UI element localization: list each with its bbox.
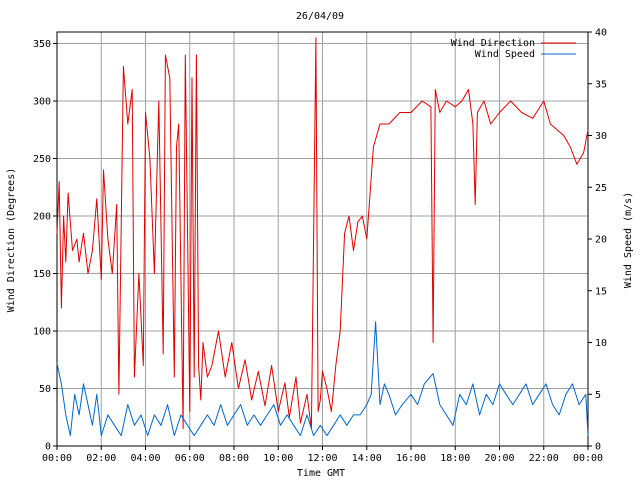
y-left-tick-label: 350 [33, 39, 51, 50]
plot-frame [56, 31, 589, 447]
x-tick-label: 10:00 [263, 453, 293, 464]
y-left-tick-label: 50 [39, 384, 51, 395]
y-right-tick-label: 0 [595, 442, 601, 453]
x-tick-label: 16:00 [396, 453, 426, 464]
y-right-tick-label: 10 [595, 338, 607, 349]
y-right-tick-label: 15 [595, 286, 607, 297]
legend-label: Wind Speed [475, 49, 535, 60]
x-tick-label: 22:00 [529, 453, 559, 464]
y-right-tick-label: 35 [595, 79, 607, 90]
x-tick-label: 00:00 [42, 453, 72, 464]
y-right-tick-label: 20 [595, 235, 607, 246]
x-tick-label: 20:00 [484, 453, 514, 464]
series-line-wind-direction [56, 37, 589, 430]
chart-title: 26/04/09 [296, 11, 344, 22]
y-left-tick-label: 250 [33, 154, 51, 165]
y-left-tick-label: 0 [45, 442, 51, 453]
x-tick-label: 02:00 [86, 453, 116, 464]
x-tick-label: 08:00 [219, 453, 249, 464]
y-left-tick-label: 150 [33, 269, 51, 280]
x-tick-label: 04:00 [130, 453, 160, 464]
grid-lines [57, 32, 588, 446]
axes: 00:00 02:00 04:00 06:00 08:00 10:00 12:00 14:00… [33, 28, 607, 465]
x-axis-label: Time GMT [297, 468, 345, 479]
legend-label: Wind Direction [451, 38, 535, 49]
x-tick-label: 12:00 [307, 453, 337, 464]
y-right-tick-label: 30 [595, 131, 607, 142]
y-left-tick-label: 100 [33, 327, 51, 338]
y-axis-right-label: Wind Speed (m/s) [623, 192, 634, 288]
x-tick-label: 06:00 [175, 453, 205, 464]
x-tick-label: 00:00 [573, 453, 603, 464]
series-layer [56, 37, 589, 437]
y-right-tick-label: 40 [595, 28, 607, 39]
y-right-tick-label: 25 [595, 183, 607, 194]
y-axis-left-label: Wind Direction (Degrees) [6, 168, 17, 313]
x-tick-label: 14:00 [352, 453, 382, 464]
y-right-tick-label: 5 [595, 390, 601, 401]
y-left-tick-label: 200 [33, 212, 51, 223]
x-tick-label: 18:00 [440, 453, 470, 464]
y-left-tick-label: 300 [33, 97, 51, 108]
series-line-wind-speed [56, 321, 589, 437]
